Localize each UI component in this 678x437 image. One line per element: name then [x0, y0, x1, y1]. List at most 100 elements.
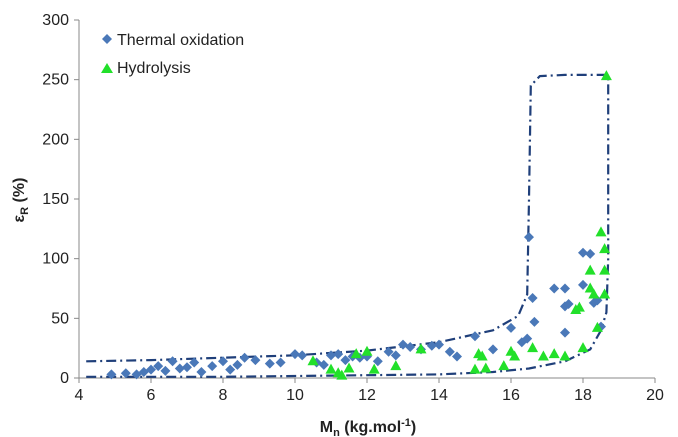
thermal-oxidation-point: [182, 362, 192, 373]
data-points: [106, 70, 612, 380]
thermal-oxidation-point: [372, 356, 383, 367]
envelope-curves: [86, 73, 610, 378]
thermal-oxidation-point: [506, 322, 516, 333]
legend-item-hydrolysis: Hydrolysis: [101, 60, 191, 77]
hydrolysis-point: [415, 343, 427, 354]
thermal-oxidation-point: [297, 350, 308, 361]
hydrolysis-point: [480, 362, 492, 373]
x-tick-label: 20: [646, 387, 664, 404]
svg-text:Mn (kg.mol-1): Mn (kg.mol-1): [320, 417, 417, 437]
thermal-oxidation-point: [488, 344, 498, 355]
hydrolysis-point: [350, 348, 362, 359]
x-axis-title: Mn (kg.mol-1): [320, 417, 417, 437]
y-tick-label: 0: [60, 370, 69, 387]
hydrolysis-point: [577, 342, 589, 353]
thermal-oxidation-point: [239, 352, 250, 363]
hydrolysis-point: [599, 288, 611, 299]
thermal-oxidation-point: [225, 364, 236, 375]
hydrolysis-point: [361, 345, 373, 356]
thermal-oxidation-point: [563, 299, 574, 310]
thermal-oxidation-point: [326, 350, 336, 361]
svg-text:εR (%): εR (%): [11, 178, 31, 223]
thermal-oxidation-point: [383, 346, 394, 357]
legend-label-thermal-oxidation: Thermal oxidation: [117, 32, 244, 49]
thermal-oxidation-point: [146, 364, 156, 375]
thermal-oxidation-point: [444, 346, 455, 357]
thermal-oxidation-point: [340, 355, 351, 366]
triangle-marker-icon: [101, 63, 113, 73]
thermal-oxidation-point: [522, 333, 533, 344]
legend-label-hydrolysis: Hydrolysis: [117, 60, 191, 77]
hydrolysis-point: [469, 363, 481, 374]
thermal-oxidation-point: [218, 356, 228, 367]
thermal-oxidation-point: [578, 247, 588, 258]
hydrolysis-point: [343, 362, 355, 373]
thermal-oxidation-point: [250, 355, 261, 366]
thermal-oxidation-point: [578, 279, 588, 290]
y-tick-label: 150: [42, 191, 69, 208]
thermal-oxidation-point: [585, 248, 596, 259]
legend-item-thermal-oxidation: Thermal oxidation: [102, 32, 244, 49]
hydrolysis-point: [584, 282, 596, 293]
thermal-oxidation-point: [529, 316, 540, 327]
hydrolysis-point: [573, 301, 585, 312]
thermal-oxidation-point: [524, 232, 534, 243]
hydrolysis-point: [559, 350, 571, 361]
thermal-oxidation-point: [405, 341, 416, 352]
x-tick-label: 6: [147, 387, 156, 404]
hydrolysis-point: [599, 243, 611, 254]
hydrolysis-point: [498, 360, 510, 371]
thermal-oxidation-point: [318, 359, 329, 370]
thermal-oxidation-point: [426, 340, 437, 351]
thermal-oxidation-point: [434, 339, 444, 350]
thermal-oxidation-point: [232, 359, 243, 370]
hydrolysis-point: [584, 264, 596, 275]
x-tick-label: 14: [430, 387, 448, 404]
y-tick-label: 50: [51, 310, 69, 327]
thermal-oxidation-point: [264, 358, 275, 369]
y-tick-label: 100: [42, 251, 69, 268]
thermal-oxidation-point: [549, 283, 560, 294]
hydrolysis-point: [368, 363, 380, 374]
hydrolysis-point: [595, 226, 607, 237]
x-tick-labels: 4 6 8 10 12 14 16 18 20: [75, 378, 664, 404]
thermal-oxidation-point: [560, 283, 570, 294]
thermal-oxidation-point: [207, 361, 218, 372]
hydrolysis-point: [599, 264, 611, 275]
thermal-oxidation-point: [189, 357, 200, 368]
thermal-oxidation-point: [452, 351, 462, 362]
thermal-oxidation-point: [174, 363, 185, 374]
thermal-oxidation-point: [527, 293, 538, 304]
hydrolysis-point: [307, 355, 319, 366]
hydrolysis-point: [600, 70, 612, 81]
x-tick-label: 4: [75, 387, 84, 404]
x-tick-label: 16: [502, 387, 520, 404]
x-tick-label: 18: [574, 387, 592, 404]
x-tick-label: 12: [358, 387, 376, 404]
thermal-oxidation-point: [470, 331, 480, 342]
thermal-oxidation-point: [120, 368, 131, 379]
lower-envelope-line: [86, 329, 602, 378]
hydrolysis-point: [588, 288, 600, 299]
thermal-oxidation-point: [167, 356, 178, 367]
hydrolysis-point: [527, 342, 539, 353]
thermal-oxidation-point: [560, 327, 570, 338]
thermal-oxidation-point: [390, 350, 401, 361]
y-tick-labels: 0 50 100 150 200 250 300: [42, 12, 79, 387]
hydrolysis-point: [390, 360, 402, 371]
thermal-oxidation-point: [106, 369, 117, 380]
hydrolysis-point: [509, 350, 521, 361]
legend: Thermal oxidation Hydrolysis: [101, 32, 244, 77]
thermal-oxidation-point: [333, 349, 344, 360]
thermal-oxidation-point: [153, 361, 164, 372]
y-tick-label: 200: [42, 131, 69, 148]
thermal-oxidation-point: [290, 349, 300, 360]
y-tick-label: 300: [42, 12, 69, 29]
thermal-oxidation-point: [196, 367, 207, 378]
hydrolysis-point: [336, 369, 348, 380]
x-tick-label: 10: [286, 387, 304, 404]
hydrolysis-point: [591, 321, 603, 332]
hydrolysis-point: [537, 350, 549, 361]
hydrolysis-point: [476, 350, 488, 361]
